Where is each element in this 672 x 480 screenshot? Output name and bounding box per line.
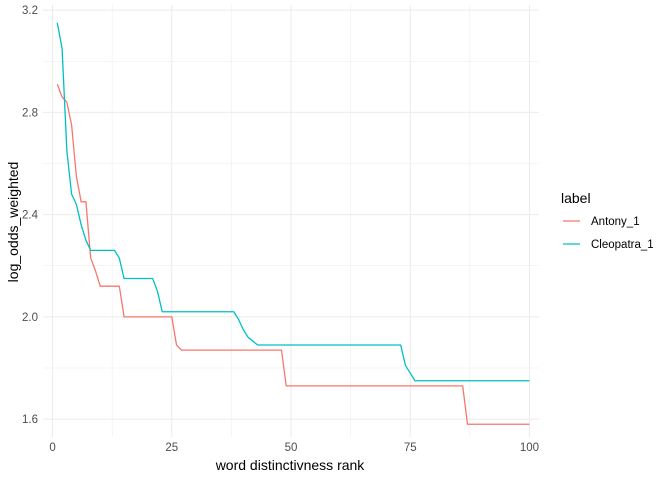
series-lines	[56, 22, 530, 425]
legend: label Antony_1 Cleopatra_1	[561, 190, 654, 251]
y-tick-label: 2.4	[22, 210, 39, 222]
legend-label-cleopatra-1: Cleopatra_1	[591, 239, 654, 251]
major-gridlines	[43, 5, 539, 437]
x-axis-title: word distinctivness rank	[215, 457, 366, 473]
series-line-antony-1	[56, 84, 530, 425]
legend-label-antony-1: Antony_1	[591, 216, 640, 228]
x-tick-label: 100	[520, 442, 539, 454]
x-tick-label: 25	[165, 442, 178, 454]
series-line-cleopatra-1	[56, 22, 530, 382]
legend-items: Antony_1 Cleopatra_1	[563, 216, 654, 251]
x-tick-label: 0	[49, 442, 55, 454]
x-axis-ticks: 0 25 50 75 100	[49, 442, 539, 454]
x-tick-label: 50	[285, 442, 298, 454]
y-tick-label: 2.0	[22, 312, 38, 324]
y-axis-title: log_odds_weighted	[5, 162, 21, 283]
legend-title: label	[561, 190, 591, 206]
y-tick-label: 3.2	[22, 5, 38, 17]
y-tick-label: 1.6	[22, 414, 38, 426]
y-tick-label: 2.8	[22, 107, 38, 119]
x-tick-label: 75	[404, 442, 417, 454]
y-axis-ticks: 1.6 2.0 2.4 2.8 3.2	[22, 5, 39, 426]
